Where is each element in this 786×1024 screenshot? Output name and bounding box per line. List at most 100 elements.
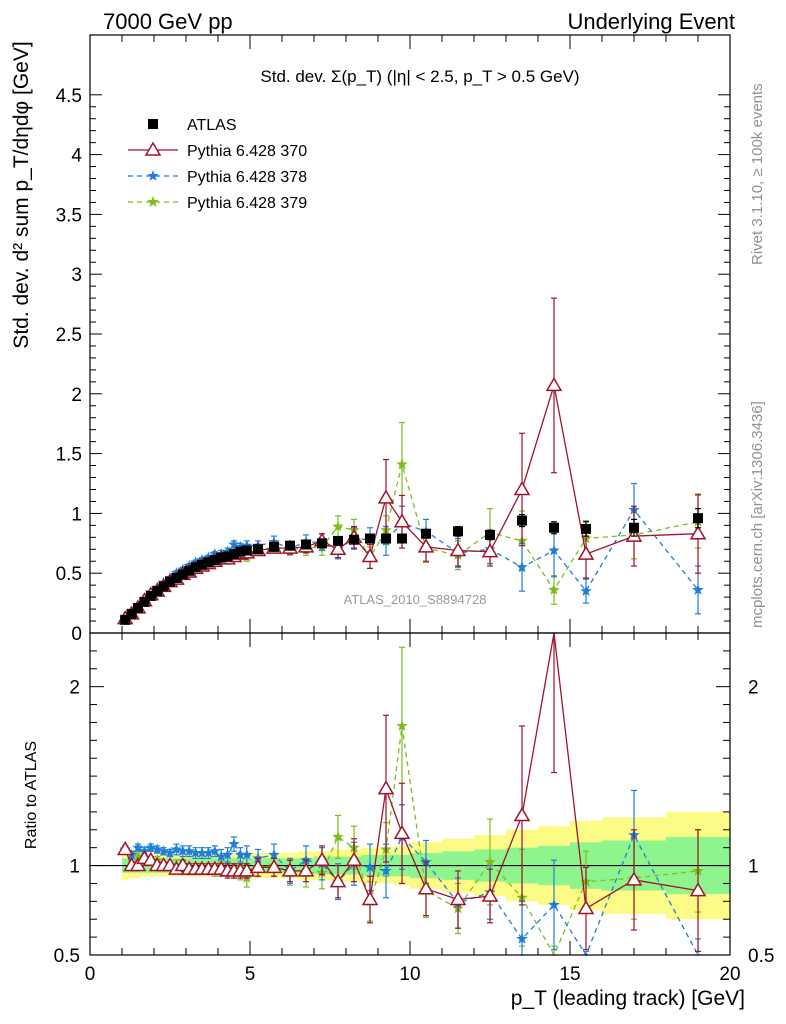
y-tick-label-main: 4.5 bbox=[56, 86, 82, 107]
data-point-main bbox=[481, 543, 499, 558]
data-point-ratio bbox=[221, 848, 234, 860]
data-point-main bbox=[349, 534, 359, 545]
data-point-main bbox=[549, 522, 559, 533]
data-point-ratio bbox=[268, 848, 280, 860]
x-tick-label: 10 bbox=[399, 964, 420, 985]
x-tick-label: 5 bbox=[245, 964, 256, 985]
data-point-main bbox=[139, 596, 150, 607]
y-tick-label-ratio-right: 2 bbox=[748, 678, 759, 699]
data-point-ratio bbox=[241, 848, 253, 860]
y-tick-label-ratio-right: 1 bbox=[748, 857, 759, 878]
y-tick-label-main: 1.5 bbox=[56, 445, 82, 466]
data-point-ratio bbox=[481, 887, 499, 902]
data-point-ratio bbox=[313, 851, 331, 866]
data-point-ratio bbox=[164, 847, 176, 858]
data-point-ratio bbox=[329, 873, 347, 888]
legend-marker bbox=[148, 119, 158, 129]
data-point-ratio bbox=[196, 847, 208, 858]
ratio-y-axis-label: Ratio to ATLAS bbox=[23, 741, 40, 849]
data-point-main bbox=[171, 572, 182, 583]
data-point-main bbox=[222, 551, 233, 562]
legend-label: Pythia 6.428 370 bbox=[187, 143, 307, 160]
main-data-layer: 0 0.5 1 1.5 2 2.5 3 3.5 4 4.5 bbox=[56, 35, 731, 645]
data-point-ratio bbox=[377, 780, 395, 795]
legend-label: Pythia 6.428 379 bbox=[187, 195, 307, 212]
y-tick-label-main: 0 bbox=[71, 624, 82, 645]
mcplots-label: mcplots.cern.ch [arXiv:1306.3436] bbox=[749, 401, 766, 628]
data-point-ratio bbox=[484, 855, 496, 867]
data-point-main bbox=[548, 583, 560, 595]
data-point-main bbox=[485, 529, 495, 540]
data-point-main bbox=[120, 614, 131, 625]
data-point-ratio bbox=[449, 891, 467, 906]
data-point-ratio bbox=[625, 871, 643, 886]
data-point-main bbox=[397, 533, 407, 544]
data-point-ratio bbox=[396, 720, 408, 731]
y-tick-label-main: 4 bbox=[71, 146, 82, 167]
data-point-main bbox=[216, 552, 227, 563]
data-point-ratio bbox=[265, 858, 283, 874]
header-right-title: Underlying Event bbox=[567, 9, 735, 34]
data-point-ratio bbox=[145, 841, 157, 853]
data-point-ratio bbox=[202, 847, 215, 858]
data-point-main bbox=[145, 590, 156, 601]
data-point-main bbox=[253, 544, 263, 555]
data-point-main bbox=[229, 549, 239, 560]
data-point-ratio bbox=[393, 824, 411, 840]
data-point-main bbox=[577, 545, 595, 560]
data-point-main bbox=[158, 581, 169, 592]
data-point-ratio bbox=[215, 850, 227, 862]
data-point-ratio bbox=[516, 932, 528, 944]
header-left-title: 7000 GeV pp bbox=[103, 9, 233, 34]
y-tick-label-main: 0.5 bbox=[56, 564, 82, 585]
data-point-main bbox=[580, 585, 592, 596]
legend: ATLAS Pythia 6.428 370 Pythia 6.428 378 Pyt… bbox=[128, 117, 307, 212]
ratio-frame bbox=[89, 632, 731, 956]
data-point-main bbox=[517, 515, 527, 526]
data-point-main bbox=[228, 538, 240, 550]
main-title-text: Std. dev. Σ(p_T) (|η| < 2.5, p_T > 0.5 G… bbox=[260, 67, 579, 86]
y-tick-label-main: 3.5 bbox=[56, 205, 82, 226]
data-point-main bbox=[301, 539, 311, 550]
series-pythia-6-428-370-ratio bbox=[116, 632, 707, 953]
y-tick-label-main: 2 bbox=[71, 385, 82, 406]
data-point-main bbox=[381, 533, 391, 544]
legend-entry-atlas: ATLAS bbox=[148, 117, 237, 134]
data-point-main bbox=[393, 513, 411, 528]
data-point-ratio bbox=[361, 891, 379, 906]
x-axis-label: p_T (leading track) [GeV] bbox=[511, 987, 745, 1010]
data-point-main bbox=[333, 535, 343, 546]
data-point-ratio bbox=[189, 847, 202, 858]
y-tick-label-ratio-right: 0.5 bbox=[748, 946, 774, 967]
data-point-main bbox=[692, 583, 704, 595]
ratio-panel: 0.5 0.51 12 20 5 10 15 20 Ratio to ATLAS p_T (l… bbox=[23, 632, 774, 1010]
data-point-main bbox=[421, 528, 431, 539]
data-point-main bbox=[190, 562, 201, 573]
y-tick-label-main: 2.5 bbox=[56, 325, 82, 346]
main-panel: 0 0.5 1 1.5 2 2.5 3 3.5 4 4.5 Std. dev. Σ(p_T) (|… bbox=[10, 34, 731, 645]
series-line-pythia-6-428-370-main bbox=[124, 385, 699, 620]
data-point-main bbox=[203, 557, 214, 568]
y-tick-label-ratio-left: 1 bbox=[69, 857, 80, 878]
data-point-ratio bbox=[132, 841, 144, 853]
legend-entry-pythia-6-428-370: Pythia 6.428 370 bbox=[128, 141, 307, 160]
data-point-ratio bbox=[513, 806, 531, 822]
data-point-main bbox=[581, 523, 591, 534]
data-point-ratio bbox=[345, 851, 363, 866]
data-point-main bbox=[184, 565, 195, 576]
data-point-main bbox=[329, 540, 347, 556]
data-point-ratio bbox=[249, 858, 267, 874]
x-tick-label: 20 bbox=[719, 964, 740, 985]
data-point-main bbox=[285, 540, 295, 551]
data-point-ratio bbox=[132, 850, 144, 862]
data-point-main bbox=[453, 526, 463, 537]
series-pythia-6-428-370-main bbox=[116, 297, 707, 625]
legend-marker bbox=[147, 196, 159, 207]
main-title: Std. dev. Σ(p_T) (|η| < 2.5, p_T > 0.5 G… bbox=[260, 67, 579, 86]
data-point-main bbox=[177, 569, 188, 580]
main-y-axis-label: Std. dev. d² sum p_T/dηdφ [GeV] bbox=[10, 41, 33, 348]
data-point-ratio bbox=[281, 862, 299, 877]
data-point-ratio bbox=[157, 845, 170, 857]
data-point-main bbox=[241, 545, 252, 556]
